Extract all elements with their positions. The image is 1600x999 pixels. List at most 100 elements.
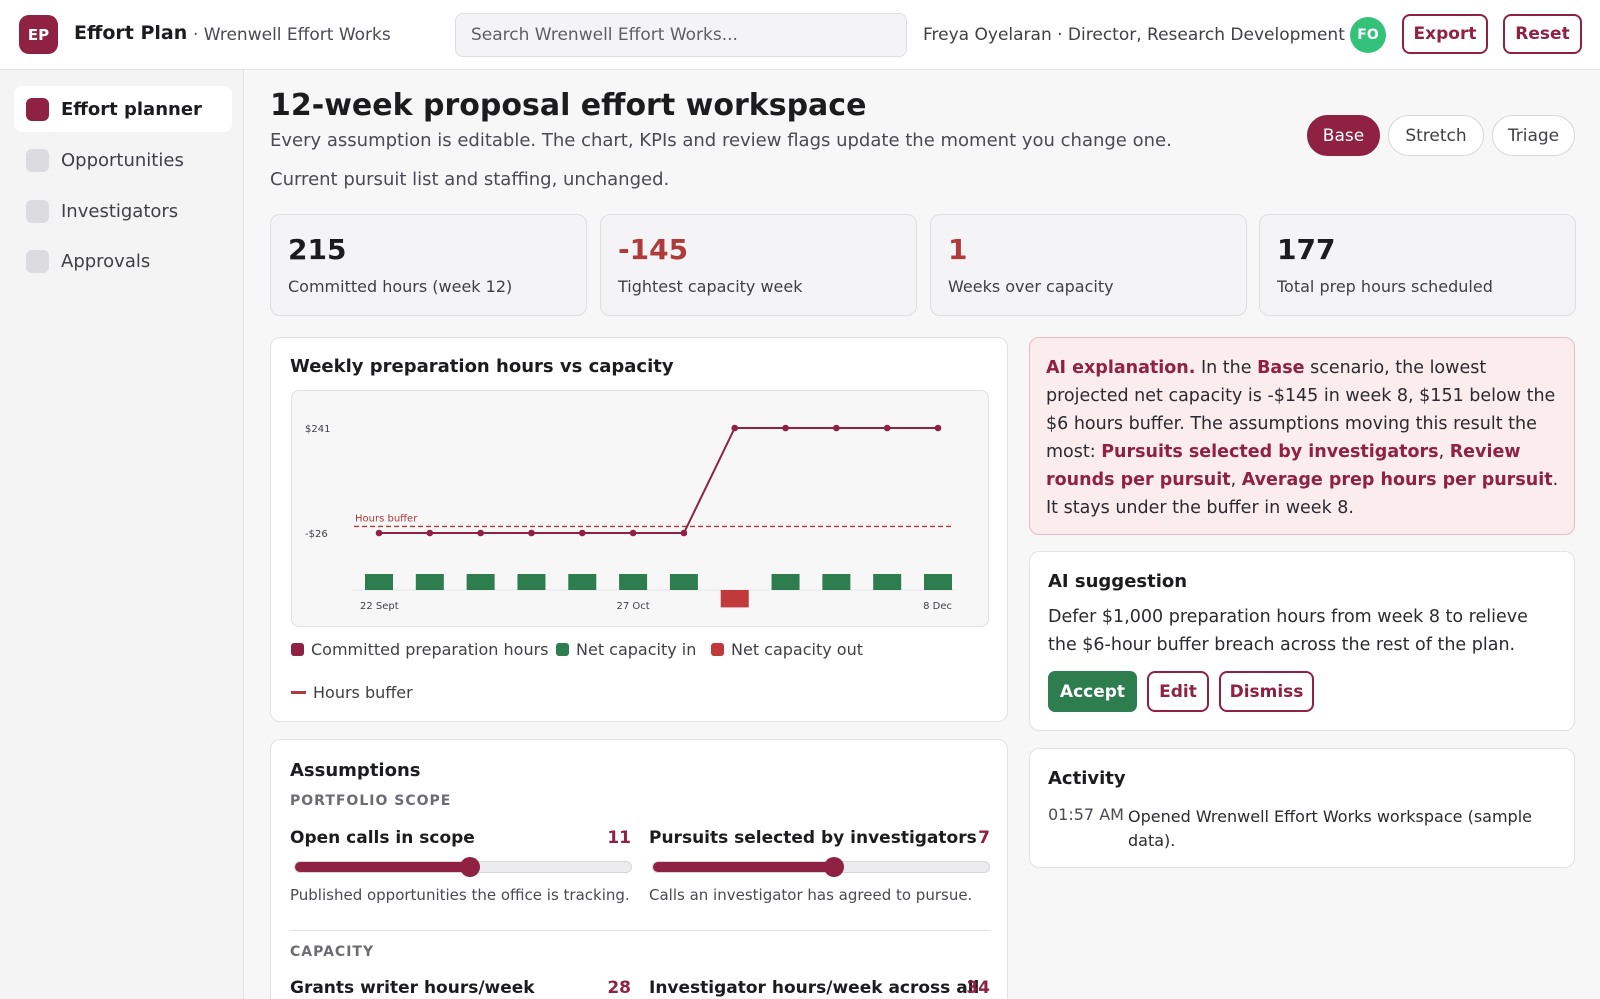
x-tick-label: 27 Oct [616, 601, 649, 612]
dismiss-button[interactable]: Dismiss [1219, 671, 1314, 712]
sidebar-item-investigators[interactable]: Investigators [14, 188, 232, 234]
open-calls-slider[interactable] [294, 857, 632, 877]
activity-card: Activity 01:57 AM Opened Wrenwell Effort… [1029, 748, 1575, 868]
committed-hours-point [680, 529, 688, 537]
investigators-icon [26, 199, 49, 223]
ai-driver: Average prep hours per pursuit [1241, 470, 1553, 490]
scenario-triage-button[interactable]: Triage [1492, 115, 1575, 156]
scenario-base-button[interactable]: Base [1307, 115, 1380, 156]
sidebar-item-label: Investigators [61, 200, 179, 222]
sidebar-item-approvals[interactable]: Approvals [14, 238, 232, 284]
slider-thumb[interactable] [824, 857, 845, 877]
kpi-card-total-prep: 177 Total prep hours scheduled [1259, 214, 1576, 316]
kpi-value: 1 [948, 233, 968, 266]
ai-driver: Review rounds per pursuit [1046, 442, 1521, 490]
sidebar: Effort planner Opportunities Investigato… [0, 70, 244, 999]
page-subtitle: Every assumption is editable. The chart,… [270, 130, 1172, 151]
legend-swatch [711, 643, 724, 656]
slider-value: 11 [607, 828, 631, 848]
slider-value: 34 [966, 978, 990, 998]
kpi-value: 215 [288, 233, 347, 266]
pursuits-selected-slider[interactable] [652, 857, 990, 877]
app-logo: EP [19, 15, 58, 54]
ai-text-span: . It stays under the buffer in week 8. [1046, 470, 1559, 518]
search-input[interactable] [455, 13, 907, 57]
net-capacity-in-bar [415, 574, 444, 590]
activity-time: 01:57 AM [1048, 805, 1124, 824]
committed-hours-point [934, 424, 942, 432]
y-tick-label: $241 [305, 424, 330, 435]
edit-button[interactable]: Edit [1147, 671, 1209, 712]
sidebar-item-opportunities[interactable]: Opportunities [14, 137, 232, 183]
ai-text-span: , [1230, 470, 1242, 490]
ai-text-span: , [1438, 442, 1450, 462]
chart-card: Weekly preparation hours vs capacity Hou… [270, 337, 1008, 722]
kpi-label: Tightest capacity week [618, 277, 803, 296]
kpi-label: Weeks over capacity [948, 277, 1114, 296]
kpi-label: Committed hours (week 12) [288, 277, 513, 296]
slider-label: Grants writer hours/week [290, 978, 535, 998]
kpi-card-tightest-week: -145 Tightest capacity week [600, 214, 917, 316]
ai-scenario-name: Base [1257, 358, 1305, 378]
net-capacity-in-bar [924, 574, 952, 590]
scenario-stretch-button[interactable]: Stretch [1388, 115, 1484, 156]
approvals-icon [26, 249, 49, 273]
top-bar: EP Effort Plan · Wrenwell Effort Works F… [0, 0, 1600, 70]
kpi-card-weeks-over: 1 Weeks over capacity [930, 214, 1247, 316]
committed-hours-point [375, 529, 383, 537]
activity-text: Opened Wrenwell Effort Works workspace (… [1128, 807, 1532, 850]
slider-help: Published opportunities the office is tr… [290, 886, 630, 904]
slider-thumb[interactable] [459, 857, 480, 877]
org-name: · Wrenwell Effort Works [193, 25, 391, 45]
legend-swatch [291, 643, 304, 656]
ai-driver: Pursuits selected by investigators [1101, 442, 1439, 462]
slider-label: Pursuits selected by investigators [649, 828, 977, 848]
section-label: PORTFOLIO SCOPE [290, 793, 452, 809]
net-capacity-in-bar [517, 574, 546, 590]
legend-label: Committed preparation hours [311, 640, 549, 659]
legend-swatch [556, 643, 569, 656]
sidebar-item-label: Opportunities [61, 149, 184, 171]
ai-suggestion-card: AI suggestion Defer $1,000 preparation h… [1029, 551, 1575, 731]
scenario-note: Current pursuit list and staffing, uncha… [270, 169, 670, 190]
accept-button[interactable]: Accept [1048, 671, 1137, 712]
net-capacity-in-bar [822, 574, 851, 590]
activity-title: Activity [1048, 768, 1126, 789]
section-divider [290, 930, 990, 931]
committed-hours-point [782, 424, 789, 432]
effort-planner-icon [26, 97, 49, 121]
kpi-value: -145 [618, 233, 689, 266]
export-button[interactable]: Export [1402, 14, 1488, 54]
legend-buffer: Hours buffer [291, 683, 413, 702]
section-label: CAPACITY [290, 944, 375, 960]
committed-hours-line [379, 427, 938, 534]
committed-hours-point [629, 529, 637, 537]
net-capacity-out-bar [720, 590, 749, 608]
net-capacity-in-bar [873, 574, 902, 590]
x-tick-label: 22 Sept [360, 601, 399, 612]
sidebar-item-effort-planner[interactable]: Effort planner [14, 86, 232, 132]
ai-suggestion-title: AI suggestion [1048, 571, 1188, 592]
net-capacity-in-bar [365, 574, 393, 590]
app-name: Effort Plan [74, 22, 188, 44]
sidebar-item-label: Approvals [61, 250, 151, 272]
sidebar-item-label: Effort planner [61, 98, 202, 120]
slider-value: 28 [607, 978, 631, 998]
legend-net-in: Net capacity in [556, 640, 696, 659]
committed-hours-point [578, 529, 586, 537]
slider-label: Open calls in scope [290, 828, 475, 848]
committed-hours-point [731, 424, 739, 432]
chart-frame: Hours buffer $241 -$26 22 Sept 27 Oct 8 Dec [291, 390, 989, 627]
ai-explanation-card: AI explanation. In the Base scenario, th… [1029, 337, 1575, 535]
chart-title: Weekly preparation hours vs capacity [290, 356, 674, 377]
kpi-value: 177 [1277, 233, 1336, 266]
slider-help: Calls an investigator has agreed to purs… [649, 886, 973, 904]
avatar[interactable]: FO [1350, 17, 1386, 53]
reset-button[interactable]: Reset [1503, 14, 1582, 54]
hours-buffer-label: Hours buffer [355, 513, 418, 524]
committed-hours-point [426, 529, 434, 537]
legend-line [291, 691, 306, 694]
committed-hours-point [833, 424, 840, 432]
legend-label: Hours buffer [313, 683, 413, 702]
page-title: 12-week proposal effort workspace [270, 88, 867, 123]
